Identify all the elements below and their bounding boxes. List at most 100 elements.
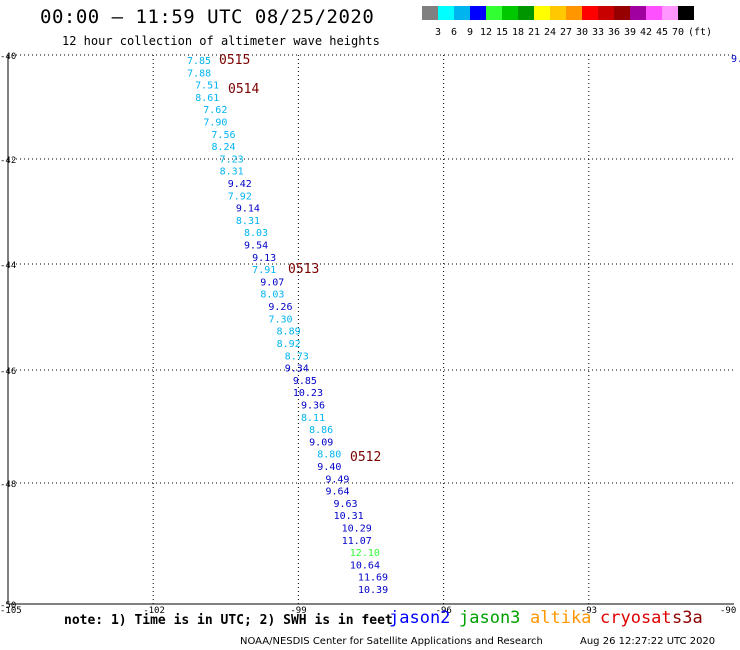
wave-height-value: 7.88: [187, 68, 211, 79]
wave-height-value: 9.42: [228, 179, 252, 190]
color-swatch: [630, 6, 646, 20]
wave-height-value: 10.29: [342, 523, 372, 534]
wave-height-value: 7.90: [203, 118, 227, 129]
legend-item-cryosat: cryosat: [600, 608, 672, 628]
wave-height-value: 10.64: [350, 560, 380, 571]
pass-time-label: 0512: [350, 450, 381, 465]
legend-item-s3a: s3a: [672, 608, 703, 628]
color-scale-label: 39: [623, 27, 637, 38]
color-swatch: [598, 6, 614, 20]
pass-time-label: 0513: [288, 262, 319, 277]
color-scale-label: 27: [559, 27, 573, 38]
color-scale-label: 6: [450, 27, 458, 38]
lat-tick-label: -48: [0, 480, 16, 490]
timestamp: Aug 26 12:27:22 UTC 2020: [580, 636, 716, 647]
wave-height-value: 9.5: [731, 54, 740, 65]
color-swatch: [438, 6, 454, 20]
color-scale-label: 12: [479, 27, 493, 38]
color-swatch: [582, 6, 598, 20]
wave-height-value: 9.64: [325, 487, 349, 498]
lat-tick-label: -44: [0, 261, 16, 271]
lon-tick-label: -99: [290, 606, 306, 616]
color-scale-label: 70: [671, 27, 685, 38]
lon-tick-label: -102: [143, 606, 165, 616]
wave-height-value: 8.92: [277, 339, 301, 350]
lon-tick-label: -90: [720, 606, 736, 616]
wave-height-value: 9.54: [244, 241, 268, 252]
wave-height-value: 9.85: [293, 376, 317, 387]
color-scale-label: 21: [527, 27, 541, 38]
lat-tick-label: -46: [0, 367, 16, 377]
color-scale-label: (ft): [687, 27, 713, 38]
color-swatch: [550, 6, 566, 20]
color-swatch: [454, 6, 470, 20]
color-scale-label: 24: [543, 27, 557, 38]
pass-time-label: 0514: [228, 82, 259, 97]
wave-height-value: 9.14: [236, 204, 260, 215]
wave-height-value: 9.40: [317, 462, 341, 473]
color-swatch: [486, 6, 502, 20]
color-scale-label: 45: [655, 27, 669, 38]
lat-tick-label: -50: [0, 601, 16, 611]
wave-height-value: 8.11: [301, 413, 325, 424]
page-subtitle: 12 hour collection of altimeter wave hei…: [62, 34, 380, 48]
legend-item-altika: altika: [530, 608, 592, 628]
page-title: 00:00 – 11:59 UTC 08/25/2020: [40, 6, 375, 28]
color-swatch: [662, 6, 678, 20]
wave-height-value: 9.36: [301, 400, 325, 411]
wave-height-value: 11.69: [358, 573, 388, 584]
map-grid: [7, 54, 734, 605]
pass-labels: 0515 0514 0513 0512: [219, 53, 381, 465]
color-scale: 3 6 9 12 15 18 21 24 27 30 33 36 39 42 45 70 (ft): [422, 6, 712, 38]
wave-height-value: 8.89: [277, 327, 301, 338]
wave-height-value: 8.73: [285, 351, 309, 362]
credit-text: NOAA/NESDIS Center for Satellite Applica…: [240, 636, 543, 647]
wave-height-value: 8.80: [317, 450, 341, 461]
axis-ticks: -40 -42 -44 -46 -48 -50-105 -102 -99 -96 -93 -90: [0, 52, 736, 616]
lat-tick-label: -42: [0, 156, 16, 166]
legend-item-jason3: jason3: [459, 608, 521, 628]
wave-height-value: 7.56: [211, 130, 235, 141]
wave-height-value: 10.31: [334, 511, 364, 522]
color-scale-label: 9: [466, 27, 474, 38]
wave-height-value: 8.86: [309, 425, 333, 436]
wave-height-value: 9.13: [252, 253, 276, 264]
wave-height-value: 7.92: [228, 191, 252, 202]
color-swatch: [566, 6, 582, 20]
wave-height-value: 9.49: [325, 474, 349, 485]
pass-time-label: 0515: [219, 53, 250, 68]
color-swatch: [534, 6, 550, 20]
wave-height-value: 7.23: [220, 154, 244, 165]
color-scale-label: 3: [434, 27, 442, 38]
wave-height-value: 7.51: [195, 81, 219, 92]
lon-tick-label: -93: [581, 606, 597, 616]
wave-height-value: 9.26: [268, 302, 292, 313]
wave-height-value: 10.39: [358, 585, 388, 596]
color-scale-label: 15: [495, 27, 509, 38]
wave-height-value: 9.09: [309, 437, 333, 448]
wave-height-value: 7.85: [187, 56, 211, 67]
wave-height-value: 7.62: [203, 105, 227, 116]
color-scale-label: 33: [591, 27, 605, 38]
wave-height-value: 8.31: [236, 216, 260, 227]
wave-height-value: 10.23: [293, 388, 323, 399]
color-swatch: [646, 6, 662, 20]
color-swatch: [614, 6, 630, 20]
altimeter-track: 7.857.88 7.518.617.62 7.907.568.247.23 8.31…: [187, 54, 740, 596]
color-swatch: [678, 6, 694, 20]
color-swatch: [422, 6, 438, 20]
wave-height-value: 8.31: [220, 167, 244, 178]
wave-height-value: 12.10: [350, 548, 380, 559]
footnote: note: 1) Time is in UTC; 2) SWH is in fe…: [64, 613, 393, 628]
legend-item-jason2: jason2: [389, 608, 451, 628]
wave-height-value: 11.07: [342, 536, 372, 547]
wave-height-value: 7.30: [268, 314, 292, 325]
color-swatch: [470, 6, 486, 20]
wave-height-value: 9.34: [285, 364, 309, 375]
color-scale-label: 30: [575, 27, 589, 38]
color-scale-label: 18: [511, 27, 525, 38]
color-scale-labels: 3 6 9 12 15 18 21 24 27 30 33 36 39 42 45 70 (ft): [422, 27, 740, 39]
wave-height-value: 9.63: [334, 499, 358, 510]
color-swatch: [502, 6, 518, 20]
